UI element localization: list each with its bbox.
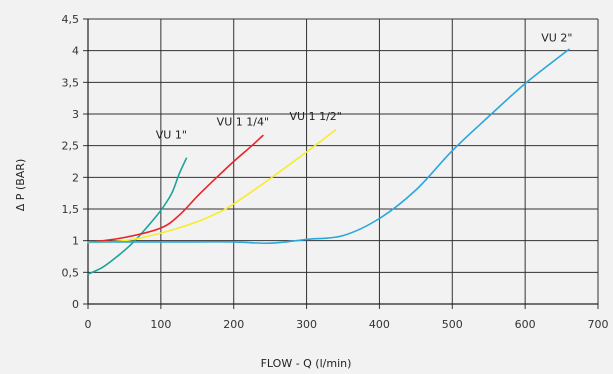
series-label: VU 1 1/2" bbox=[290, 110, 342, 123]
y-tick-label: 1 bbox=[72, 235, 79, 248]
y-axis-title: Δ P (BAR) bbox=[14, 159, 27, 211]
y-tick-label: 2,5 bbox=[62, 140, 80, 153]
series-label: VU 2" bbox=[541, 31, 572, 44]
series-line bbox=[87, 48, 570, 245]
x-tick-label: 400 bbox=[369, 318, 390, 331]
y-tick-label: 0,5 bbox=[62, 266, 80, 279]
x-tick-label: 0 bbox=[85, 318, 92, 331]
series-line bbox=[87, 129, 337, 244]
y-tick-label: 3 bbox=[72, 108, 79, 121]
x-tick-label: 700 bbox=[588, 318, 609, 331]
x-tick-label: 100 bbox=[150, 318, 171, 331]
y-tick-label: 4,5 bbox=[62, 13, 80, 26]
series-line bbox=[87, 157, 188, 275]
x-tick-label: 600 bbox=[515, 318, 536, 331]
series-line bbox=[87, 134, 264, 244]
y-tick-label: 1,5 bbox=[62, 203, 80, 216]
x-tick-label: 500 bbox=[442, 318, 463, 331]
y-tick-label: 4 bbox=[72, 45, 79, 58]
x-tick-label: 200 bbox=[223, 318, 244, 331]
series-lines bbox=[87, 48, 570, 275]
y-tick-label: 2 bbox=[72, 171, 79, 184]
y-tick-label: 3,5 bbox=[62, 76, 80, 89]
series-labels: VU 1" VU 1 1/4" VU 1 1/2" VU 2" bbox=[156, 31, 573, 141]
tick-labels: 0 0,5 1 1,5 2 2,5 3 3,5 4 4,5 0 100 200 300 400 500 600 7… bbox=[62, 13, 609, 331]
y-tick-label: 0 bbox=[72, 298, 79, 311]
series-label: VU 1" bbox=[156, 128, 187, 141]
series-label: VU 1 1/4" bbox=[217, 116, 269, 129]
axes bbox=[83, 18, 599, 309]
x-tick-label: 300 bbox=[296, 318, 317, 331]
x-axis-title: FLOW - Q (l/min) bbox=[261, 357, 352, 370]
gridlines bbox=[88, 18, 599, 304]
